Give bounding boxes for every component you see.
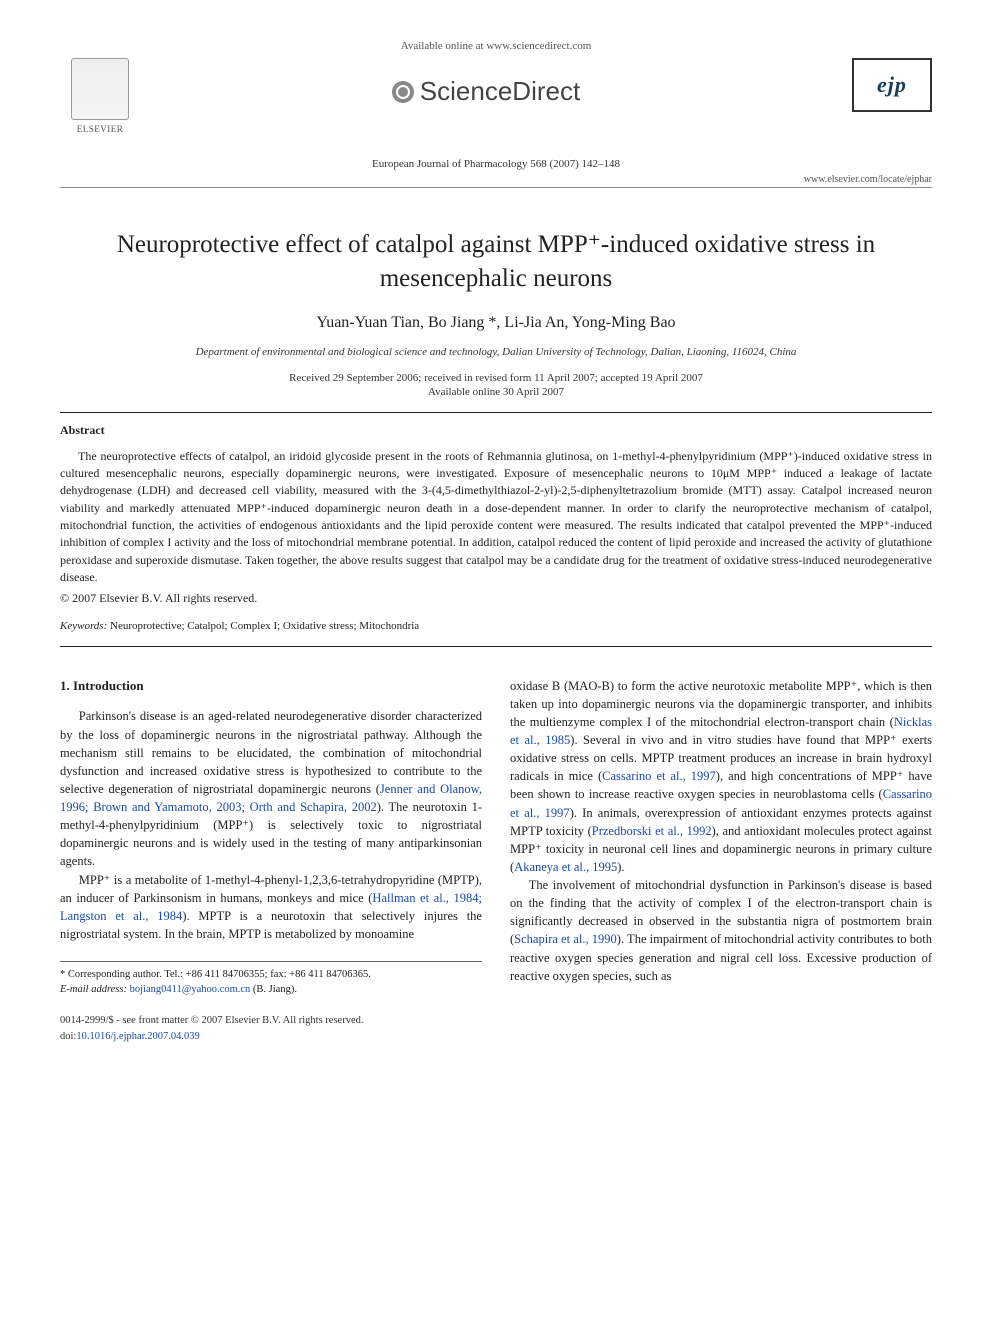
received-dates: Received 29 September 2006; received in … — [60, 372, 932, 384]
elsevier-logo: ELSEVIER — [60, 58, 140, 148]
sciencedirect-text: ScienceDirect — [420, 76, 580, 106]
sciencedirect-logo: ScienceDirect — [392, 76, 580, 107]
abstract-top-rule — [60, 412, 932, 413]
email-link[interactable]: bojiang0411@yahoo.com.cn — [130, 984, 251, 995]
intro-heading: 1. Introduction — [60, 677, 482, 696]
abstract-bottom-rule — [60, 646, 932, 647]
email-line: E-mail address: bojiang0411@yahoo.com.cn… — [60, 983, 482, 998]
affiliation: Department of environmental and biologic… — [60, 346, 932, 358]
abstract-copyright: © 2007 Elsevier B.V. All rights reserved… — [60, 591, 932, 606]
email-label: E-mail address: — [60, 984, 127, 995]
sciencedirect-icon — [392, 81, 414, 103]
journal-url[interactable]: www.elsevier.com/locate/ejphar — [60, 174, 932, 185]
elsevier-label: ELSEVIER — [77, 124, 124, 134]
keywords-value: Neuroprotective; Catalpol; Complex I; Ox… — [110, 620, 419, 632]
c2p1a: oxidase B (MAO-B) to form the active neu… — [510, 679, 932, 729]
article-title: Neuroprotective effect of catalpol again… — [100, 228, 892, 296]
abstract-body: The neuroprotective effects of catalpol,… — [60, 448, 932, 587]
corresponding-author-note: * Corresponding author. Tel.: +86 411 84… — [60, 961, 482, 997]
intro-p2: MPP⁺ is a metabolite of 1-methyl-4-pheny… — [60, 871, 482, 944]
authors: Yuan-Yuan Tian, Bo Jiang *, Li-Jia An, Y… — [60, 314, 932, 332]
available-online-text: Available online at www.sciencedirect.co… — [60, 40, 932, 52]
c2p1f: ). — [617, 860, 624, 874]
keywords-label: Keywords: — [60, 620, 107, 632]
body-columns: 1. Introduction Parkinson's disease is a… — [60, 677, 932, 1044]
ref-link-przedborski[interactable]: Przedborski et al., 1992 — [592, 824, 712, 838]
email-suffix: (B. Jiang). — [253, 984, 297, 995]
doi-line: doi:10.1016/j.ejphar.2007.04.039 — [60, 1029, 482, 1044]
ref-link-schapira[interactable]: Schapira et al., 1990 — [514, 932, 617, 946]
column-right: oxidase B (MAO-B) to form the active neu… — [510, 677, 932, 1044]
intro-p1: Parkinson's disease is an aged-related n… — [60, 707, 482, 870]
ejp-box-icon: ejp — [852, 58, 932, 112]
col2-p1: oxidase B (MAO-B) to form the active neu… — [510, 677, 932, 876]
elsevier-tree-icon — [71, 58, 129, 120]
footer-bottom: 0014-2999/$ - see front matter © 2007 El… — [60, 1013, 482, 1043]
abstract-heading: Abstract — [60, 423, 932, 438]
ejp-logo-block: ejp — [832, 58, 932, 112]
doi-link[interactable]: 10.1016/j.ejphar.2007.04.039 — [76, 1031, 199, 1042]
col2-p2: The involvement of mitochondrial dysfunc… — [510, 876, 932, 985]
keywords-line: Keywords: Neuroprotective; Catalpol; Com… — [60, 620, 932, 632]
column-left: 1. Introduction Parkinson's disease is a… — [60, 677, 482, 1044]
online-date: Available online 30 April 2007 — [60, 386, 932, 398]
ref-link-cassarino1[interactable]: Cassarino et al., 1997 — [602, 769, 716, 783]
front-matter: 0014-2999/$ - see front matter © 2007 El… — [60, 1013, 482, 1028]
corr-line: * Corresponding author. Tel.: +86 411 84… — [60, 968, 482, 983]
header-row: ELSEVIER ScienceDirect ejp — [60, 58, 932, 148]
doi-label: doi: — [60, 1031, 76, 1042]
header-rule — [60, 187, 932, 188]
ref-link-akaneya[interactable]: Akaneya et al., 1995 — [514, 860, 617, 874]
journal-citation: European Journal of Pharmacology 568 (20… — [60, 158, 932, 170]
